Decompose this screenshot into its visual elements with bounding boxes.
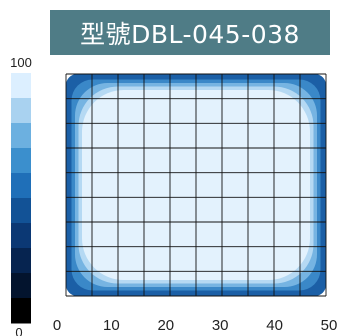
x-tick-label: 10 (103, 317, 120, 334)
colorbar-segment (11, 173, 31, 199)
colorbar-segment (11, 223, 31, 249)
colorbar-segment (11, 98, 31, 124)
x-tick-label: 50 (321, 317, 338, 334)
colorbar: 100 0 (10, 55, 32, 336)
x-tick-label: 0 (53, 317, 61, 334)
colorbar-segment (11, 198, 31, 224)
chart-title-box: 型號DBL-045-038 (50, 10, 330, 55)
colorbar-segment (11, 273, 31, 299)
colorbar-max-label: 100 (10, 55, 32, 70)
chart-title: 型號DBL-045-038 (80, 19, 300, 49)
colorbar-segment (11, 298, 31, 324)
colorbar-segment (11, 123, 31, 149)
colorbar-segment (11, 73, 31, 99)
colorbar-segment (11, 148, 31, 174)
x-axis: 0 10 20 30 40 50 (53, 317, 338, 334)
x-tick-label: 40 (266, 317, 283, 334)
colorbar-segment (11, 248, 31, 274)
grid-lines (65, 73, 327, 297)
x-tick-label: 30 (212, 317, 229, 334)
colorbar-min-label: 0 (15, 325, 22, 336)
x-tick-label: 20 (157, 317, 174, 334)
